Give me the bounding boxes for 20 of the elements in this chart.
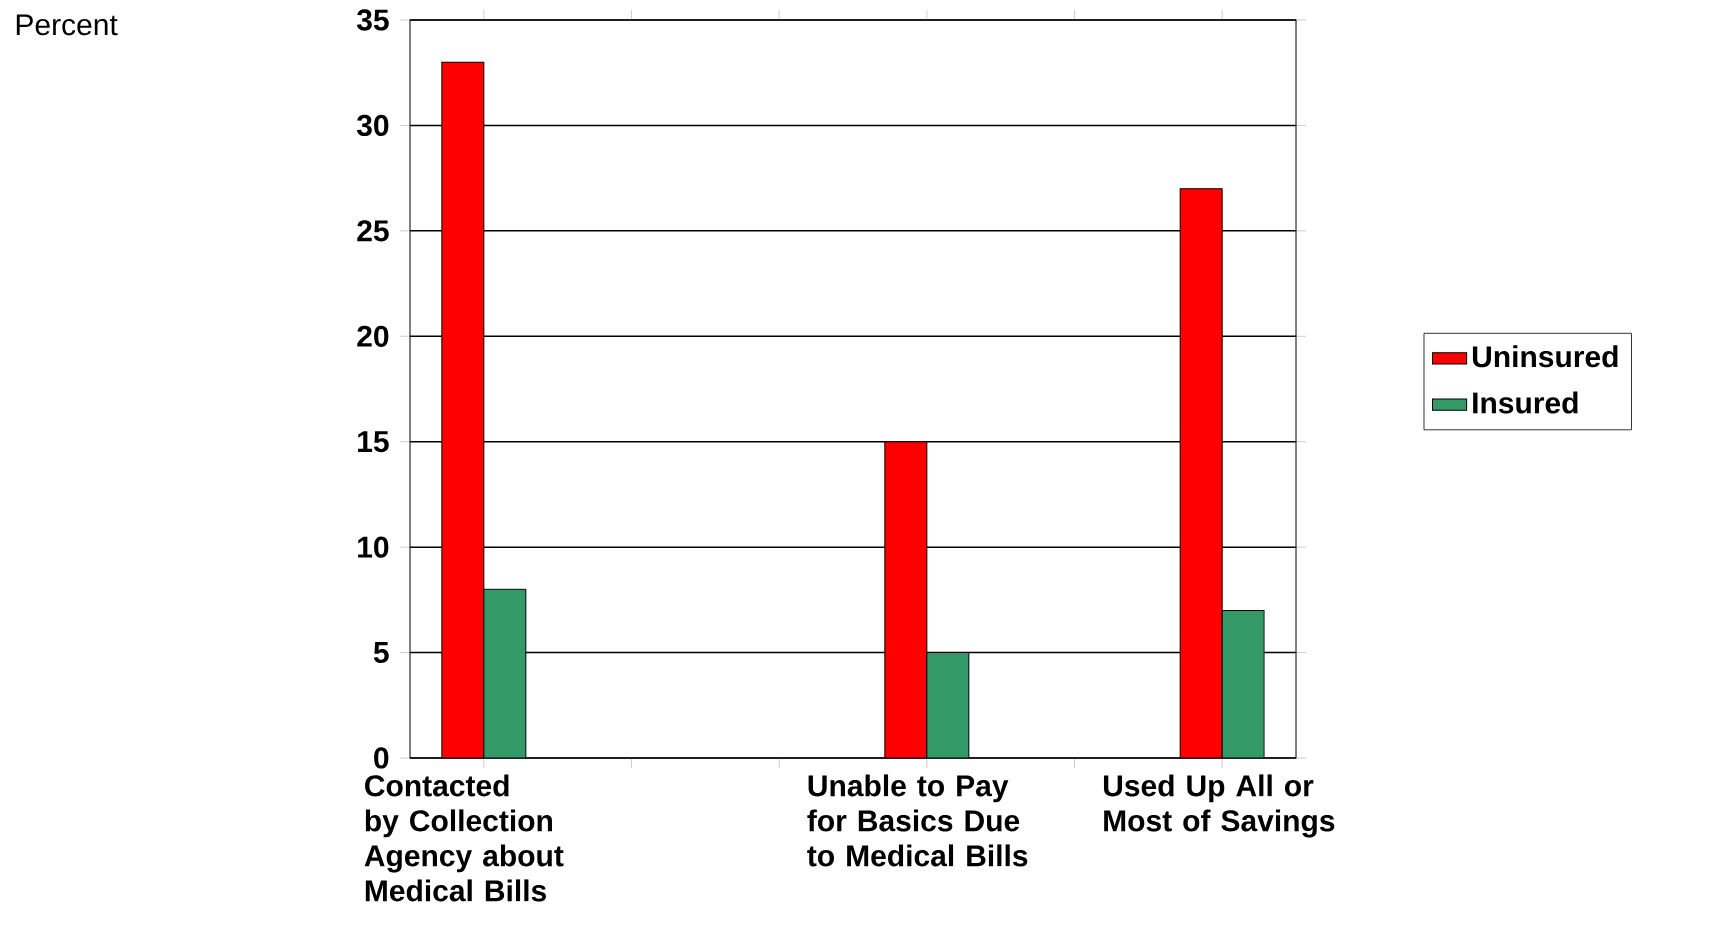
bar — [1179, 188, 1223, 758]
x-tick-label: Contacted by Collection Agency about Medical Bills — [364, 774, 564, 902]
legend-label: Insured — [1473, 391, 1578, 414]
y-tick-label: 30 — [356, 114, 389, 137]
bar — [884, 441, 928, 758]
legend-label: Uninsured — [1472, 345, 1618, 368]
bar — [483, 588, 527, 758]
y-tick-label: 10 — [358, 536, 389, 558]
y-tick-label: 0 — [374, 747, 389, 769]
y-tick-label: 20 — [357, 325, 389, 347]
text: Percent — [16, 14, 118, 36]
bar — [1221, 609, 1265, 758]
bar — [926, 652, 970, 758]
y-tick-label: 5 — [373, 642, 389, 664]
y-tick-label: 15 — [358, 431, 389, 453]
bar — [441, 61, 485, 758]
y-tick-label: 25 — [357, 220, 389, 242]
x-tick-label: Unable to Pay for Basics Due to Medical Bills — [807, 774, 1028, 867]
x-tick-label: Used Up All or Most of Savings — [1103, 774, 1335, 838]
y-tick-label: 35 — [356, 9, 389, 31]
